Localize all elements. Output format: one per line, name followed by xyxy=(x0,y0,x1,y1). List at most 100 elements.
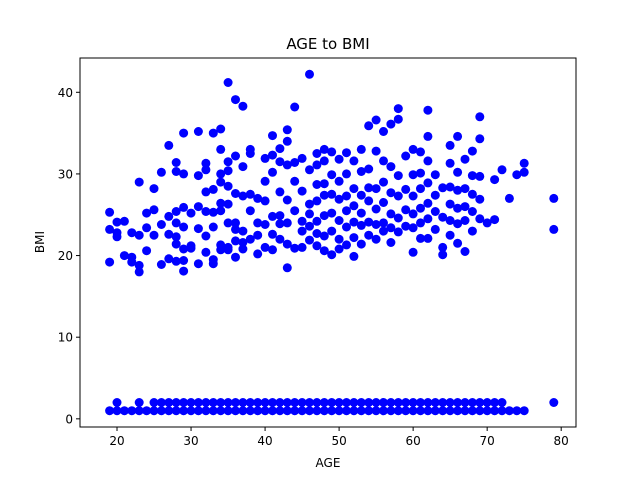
data-point xyxy=(453,203,463,213)
data-point xyxy=(386,398,396,407)
data-point xyxy=(334,194,344,204)
data-point xyxy=(423,178,433,188)
data-point xyxy=(112,406,122,416)
plot-frame xyxy=(79,57,577,428)
data-point xyxy=(349,201,359,211)
data-point xyxy=(193,259,203,269)
data-point xyxy=(105,406,115,416)
data-point xyxy=(445,216,455,225)
data-point xyxy=(127,406,137,416)
data-point xyxy=(393,227,403,237)
data-point xyxy=(186,398,196,407)
data-point xyxy=(297,406,307,416)
data-point xyxy=(193,406,203,416)
data-point xyxy=(193,127,203,136)
data-point xyxy=(238,238,248,247)
data-point xyxy=(386,406,396,416)
data-point xyxy=(460,202,470,212)
data-point xyxy=(423,105,433,115)
data-point xyxy=(445,230,455,240)
data-point xyxy=(393,213,403,223)
data-point xyxy=(297,226,307,236)
data-point xyxy=(379,156,388,166)
data-point xyxy=(156,398,166,407)
data-point xyxy=(342,398,351,407)
data-point xyxy=(201,207,211,216)
data-point xyxy=(467,398,477,407)
data-point xyxy=(371,220,381,229)
data-point xyxy=(268,406,277,416)
data-point xyxy=(327,189,337,199)
data-point xyxy=(275,211,285,221)
data-point xyxy=(430,207,440,216)
data-point xyxy=(408,247,418,257)
data-point xyxy=(171,218,181,228)
data-point xyxy=(379,127,388,136)
data-point xyxy=(282,406,292,416)
data-point xyxy=(253,218,263,228)
data-point xyxy=(319,211,329,221)
data-point xyxy=(290,102,300,112)
data-point xyxy=(445,398,455,407)
data-point xyxy=(171,256,181,266)
data-point xyxy=(208,128,218,138)
data-point xyxy=(371,184,381,194)
data-point xyxy=(105,224,115,234)
x-tick-label: 80 xyxy=(554,434,569,448)
data-point xyxy=(342,240,351,250)
data-point xyxy=(201,165,211,175)
data-point xyxy=(371,146,381,156)
data-point xyxy=(297,186,307,196)
data-point xyxy=(275,406,285,416)
data-point xyxy=(430,224,440,234)
data-point xyxy=(156,220,166,229)
data-point xyxy=(327,170,337,180)
x-tick-label: 70 xyxy=(480,434,495,448)
data-point xyxy=(423,398,433,407)
data-point xyxy=(245,149,255,158)
data-point xyxy=(430,190,440,200)
data-point xyxy=(386,162,396,172)
data-point xyxy=(305,235,314,245)
data-point xyxy=(327,250,337,260)
data-point xyxy=(238,191,248,201)
data-point xyxy=(482,218,492,228)
data-point xyxy=(208,398,218,407)
data-point xyxy=(430,398,440,407)
data-point xyxy=(253,230,263,240)
data-point xyxy=(238,101,248,111)
data-point xyxy=(364,196,374,206)
data-point xyxy=(356,398,366,407)
data-point xyxy=(327,208,337,218)
data-point xyxy=(193,398,203,407)
data-point xyxy=(260,176,270,186)
data-point xyxy=(408,170,418,180)
data-point xyxy=(305,199,314,209)
data-point xyxy=(208,184,218,194)
data-point xyxy=(201,187,211,197)
data-point xyxy=(475,214,485,224)
data-point xyxy=(349,184,359,194)
data-point xyxy=(282,398,292,407)
data-point xyxy=(319,156,329,166)
data-point xyxy=(231,189,240,198)
data-point xyxy=(349,217,359,227)
data-point xyxy=(416,406,425,416)
data-point xyxy=(416,398,425,407)
data-point xyxy=(475,134,485,144)
data-point xyxy=(201,158,211,168)
data-point xyxy=(467,171,477,181)
data-point xyxy=(475,171,485,181)
data-point xyxy=(179,244,189,254)
data-point xyxy=(475,398,485,407)
data-point xyxy=(364,121,374,131)
data-point xyxy=(297,242,307,252)
data-point xyxy=(171,158,181,167)
data-point xyxy=(179,202,189,212)
data-point xyxy=(438,212,448,222)
data-point xyxy=(312,149,322,158)
data-point xyxy=(423,406,433,416)
data-point xyxy=(342,191,351,201)
data-point xyxy=(475,194,485,204)
data-point xyxy=(275,187,285,197)
